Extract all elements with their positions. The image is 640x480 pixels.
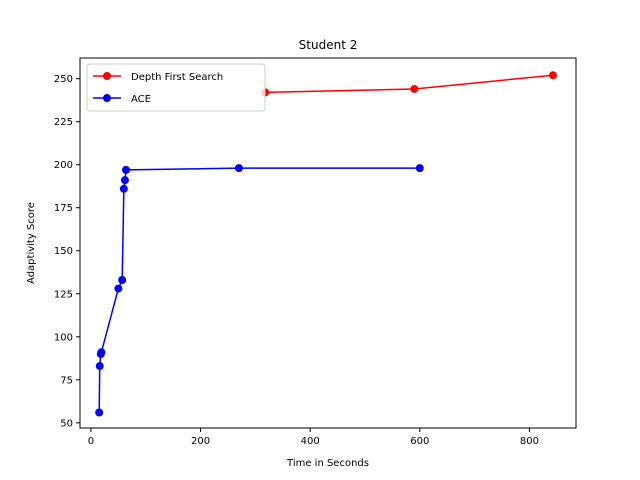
- y-tick-label: 75: [60, 375, 73, 386]
- legend-label: ACE: [131, 94, 151, 105]
- chart-title: Student 2: [299, 38, 358, 52]
- x-tick-label: 0: [88, 436, 94, 447]
- y-tick-label: 175: [54, 203, 73, 214]
- y-tick-label: 150: [54, 246, 73, 257]
- y-axis-label: Adaptivity Score: [26, 202, 37, 284]
- x-axis-label: Time in Seconds: [286, 458, 369, 469]
- y-tick-label: 50: [60, 418, 73, 429]
- x-axis: 0 200 400 600 800: [88, 428, 539, 447]
- data-point-ace: [97, 348, 106, 357]
- y-tick-label: 225: [54, 117, 73, 128]
- y-tick-label: 250: [54, 74, 73, 85]
- data-point-ace: [118, 276, 127, 284]
- x-tick-label: 200: [191, 436, 210, 447]
- legend-marker: [103, 72, 111, 80]
- data-point-ace: [119, 184, 128, 193]
- legend-marker: [103, 94, 111, 102]
- legend: Depth First Search ACE: [86, 63, 266, 112]
- data-point-ace: [415, 164, 424, 173]
- y-tick-label: 100: [54, 332, 73, 343]
- data-point-ace: [114, 284, 123, 293]
- x-tick-label: 600: [410, 436, 429, 447]
- x-tick-label: 400: [301, 436, 320, 447]
- data-point-ace: [95, 408, 104, 417]
- data-point-ace: [95, 362, 104, 371]
- y-tick-label: 125: [54, 289, 73, 300]
- legend-box: [86, 63, 266, 112]
- plot-frame: [79, 57, 577, 429]
- data-point-depth-first-search: [410, 84, 419, 93]
- data-point-depth-first-search: [548, 71, 557, 80]
- y-tick-label: 200: [54, 160, 73, 171]
- legend-label: Depth First Search: [131, 72, 223, 83]
- data-point-ace: [120, 176, 129, 185]
- data-point-ace: [122, 165, 131, 174]
- y-axis: 50 75 100 125 150 175 200 225 250: [54, 74, 80, 429]
- data-point-ace: [234, 164, 243, 173]
- x-tick-label: 800: [520, 436, 539, 447]
